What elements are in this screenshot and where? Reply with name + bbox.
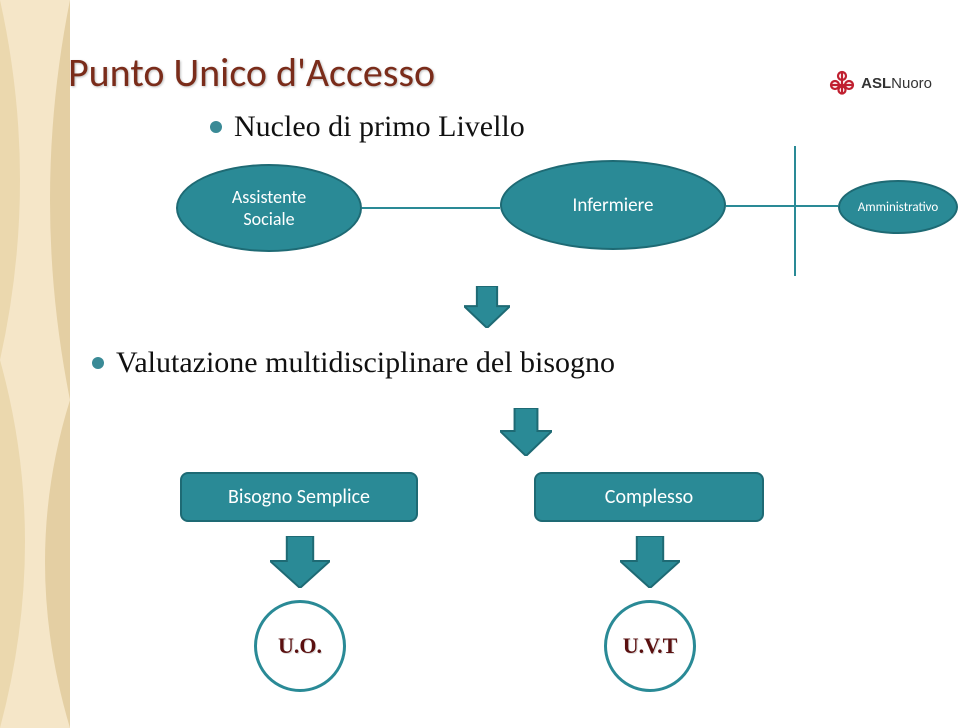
node-infermiere: Infermiere bbox=[500, 160, 726, 250]
circle-uvt: U.V.T bbox=[604, 600, 696, 692]
connector-line bbox=[362, 207, 500, 209]
slide-title: Punto Unico d'Accesso bbox=[68, 48, 435, 97]
box-complesso: Complesso bbox=[534, 472, 764, 522]
arrow-down-icon bbox=[500, 408, 552, 456]
circle-uo: U.O. bbox=[254, 600, 346, 692]
connector-line bbox=[794, 205, 838, 207]
slide-canvas: Punto Unico d'Accesso ASLNuoro Nucleo di… bbox=[0, 0, 970, 728]
bullet-valutazione: Valutazione multidisciplinare del bisogn… bbox=[92, 346, 615, 380]
node-amministrativo: Amministrativo bbox=[838, 180, 958, 234]
bullet-icon bbox=[92, 357, 104, 369]
bullet-text: Nucleo di primo Livello bbox=[234, 110, 525, 144]
cross-icon bbox=[829, 70, 855, 96]
bullet-primo-livello: Nucleo di primo Livello bbox=[210, 110, 525, 144]
brand-logo: ASLNuoro bbox=[829, 70, 932, 96]
arrow-down-icon bbox=[620, 536, 680, 588]
bullet-text: Valutazione multidisciplinare del bisogn… bbox=[116, 346, 615, 380]
logo-text: ASLNuoro bbox=[861, 75, 932, 92]
arrow-down-icon bbox=[464, 286, 510, 328]
arrow-down-icon bbox=[270, 536, 330, 588]
connector-line bbox=[726, 205, 794, 207]
connector-line bbox=[794, 146, 796, 276]
node-assistente-sociale: AssistenteSociale bbox=[176, 164, 362, 252]
box-bisogno-semplice: Bisogno Semplice bbox=[180, 472, 418, 522]
bullet-icon bbox=[210, 121, 222, 133]
